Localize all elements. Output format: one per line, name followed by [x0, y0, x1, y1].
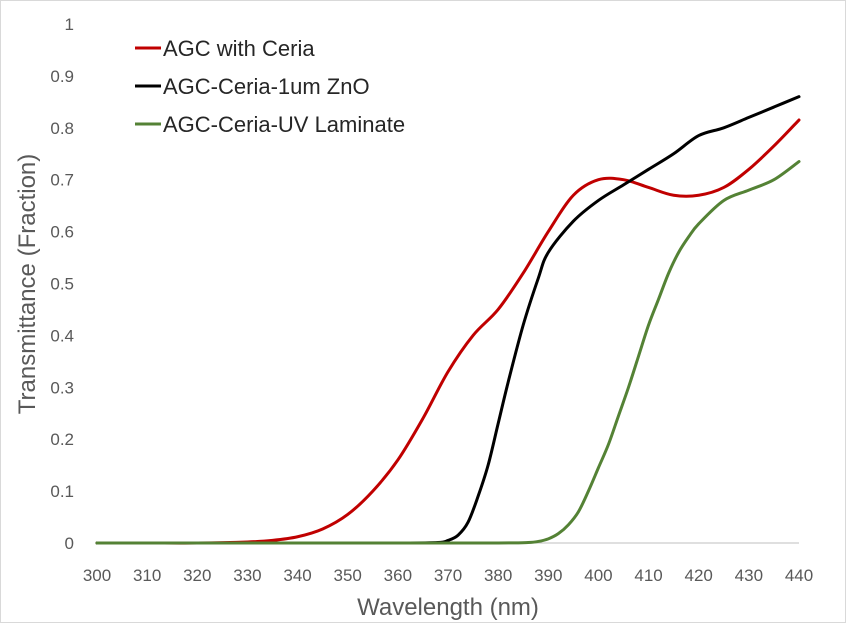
x-tick-label: 410 [634, 566, 662, 585]
y-tick-label: 0.6 [50, 223, 74, 242]
y-tick-label: 0.7 [50, 171, 74, 190]
x-tick-label: 350 [334, 566, 362, 585]
x-tick-label: 400 [584, 566, 612, 585]
x-tick-label: 340 [283, 566, 311, 585]
x-tick-label: 360 [384, 566, 412, 585]
legend-label: AGC with Ceria [163, 36, 315, 61]
y-tick-label: 0.4 [50, 326, 74, 345]
series-line-agc-with-ceria [95, 118, 801, 545]
series-line-agc-ceria-1um-zno [95, 95, 801, 545]
y-tick-label: 0.8 [50, 119, 74, 138]
x-tick-label: 440 [785, 566, 813, 585]
x-tick-label: 370 [434, 566, 462, 585]
y-tick-label: 0 [65, 534, 74, 553]
x-tick-label: 320 [183, 566, 211, 585]
x-tick-label: 430 [735, 566, 763, 585]
y-axis-title: Transmittance (Fraction) [14, 154, 41, 415]
x-tick-label: 420 [685, 566, 713, 585]
y-tick-label: 0.1 [50, 482, 74, 501]
y-tick-label: 0.9 [50, 67, 74, 86]
x-tick-label: 300 [83, 566, 111, 585]
y-tick-label: 0.2 [50, 430, 74, 449]
legend-label: AGC-Ceria-1um ZnO [163, 74, 370, 99]
series-line-agc-ceria-uv-laminate [95, 160, 801, 545]
x-tick-label: 380 [484, 566, 512, 585]
x-axis-title: Wavelength (nm) [357, 594, 539, 621]
x-tick-label: 310 [133, 566, 161, 585]
y-tick-label: 1 [65, 15, 74, 34]
x-tick-label: 330 [233, 566, 261, 585]
y-tick-label: 0.3 [50, 378, 74, 397]
legend: AGC with Ceria AGC-Ceria-1um ZnO AGC-Ceria… [135, 36, 405, 137]
x-tick-label: 390 [534, 566, 562, 585]
y-tick-label: 0.5 [50, 275, 74, 294]
legend-label: AGC-Ceria-UV Laminate [163, 112, 405, 137]
